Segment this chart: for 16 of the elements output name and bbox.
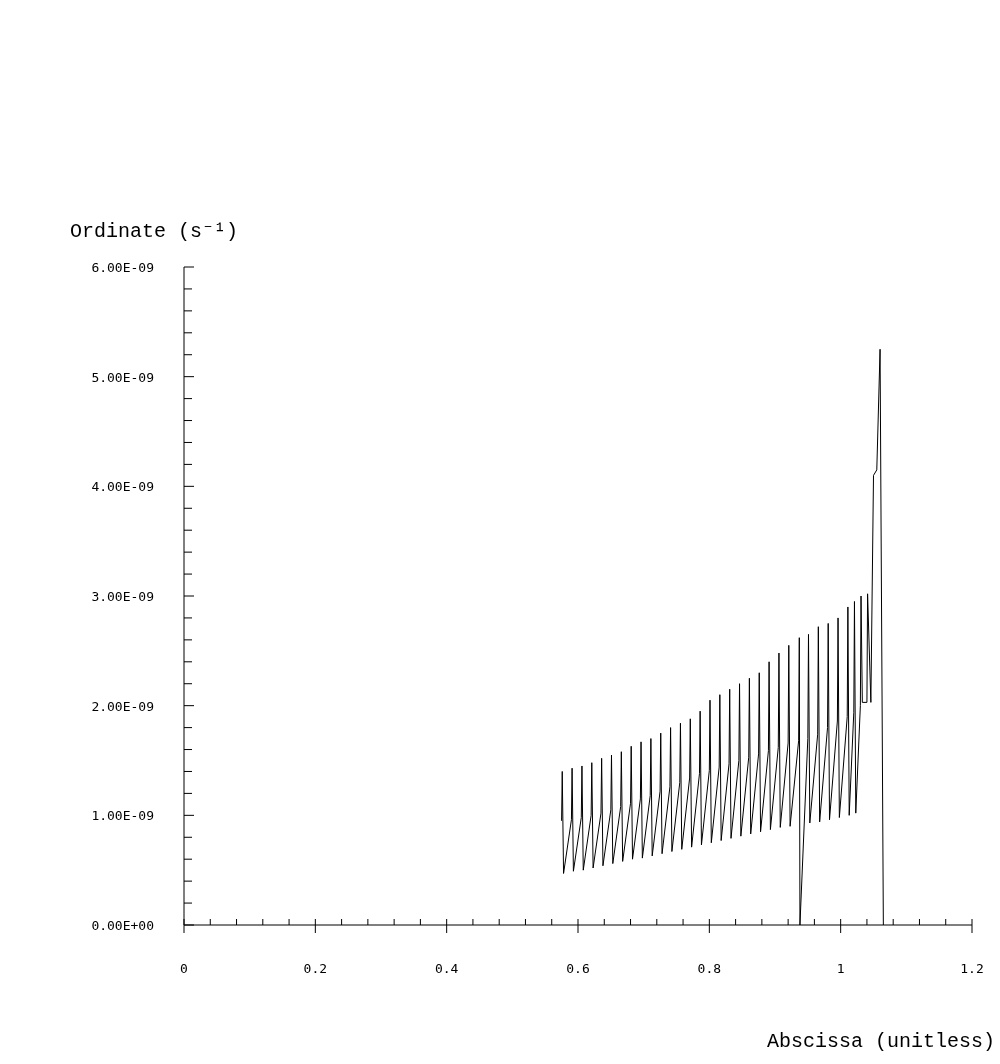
x-axis-title: Abscissa (unitless) [766,1030,995,1053]
y-tick-label: 2.00E-09 [91,698,154,714]
x-tick-label: 0.6 [566,961,590,976]
x-tick-label: 1 [836,961,845,976]
x-tick-label: 0 [180,961,188,976]
x-tick-label: 0.8 [697,961,722,976]
y-tick-label: 5.00E-09 [91,369,154,385]
x-tick-label: 1.2 [960,961,984,976]
y-tick-label: 0.00E+00 [91,918,154,933]
y-axis-title: Ordinate (s⁻¹) [69,220,239,243]
x-tick-label: 0.2 [303,961,328,976]
x-tick-label: 0.4 [434,961,459,976]
y-tick-label: 6.00E-09 [91,260,154,275]
y-tick-label: 4.00E-09 [91,479,154,495]
y-tick-label: 1.00E-09 [91,808,154,824]
y-tick-label: 3.00E-09 [91,589,154,604]
